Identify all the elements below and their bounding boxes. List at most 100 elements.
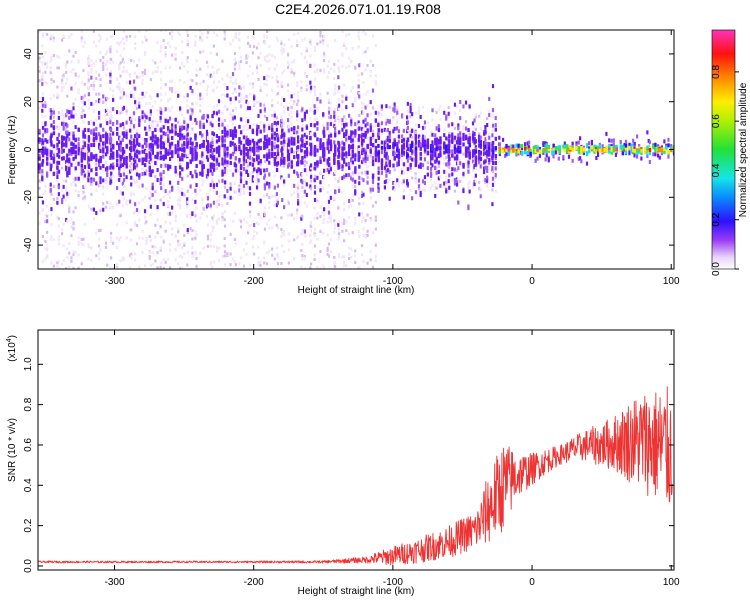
heatmap-cell [411, 115, 414, 119]
heatmap-cell [234, 242, 237, 246]
heatmap-cell [286, 51, 290, 55]
heatmap-cell [491, 158, 494, 163]
heatmap-cell [102, 127, 105, 132]
heatmap-cell [102, 154, 105, 159]
heatmap-cell [435, 126, 438, 131]
heatmap-cell [431, 140, 434, 145]
heatmap-cell [491, 188, 494, 192]
heatmap-cell [563, 148, 567, 153]
heatmap-cell [587, 149, 591, 154]
heatmap-cell [70, 182, 73, 186]
heatmap-cell [423, 180, 427, 185]
heatmap-cell [322, 231, 325, 235]
heatmap-cell [149, 154, 153, 159]
heatmap-cell [280, 261, 283, 265]
heatmap-cell [174, 214, 177, 218]
heatmap-cell [247, 158, 250, 162]
heatmap-cell [265, 251, 269, 255]
heatmap-cell [293, 100, 296, 104]
heatmap-cell [138, 142, 141, 147]
heatmap-cell [104, 97, 108, 102]
heatmap-cell [259, 109, 262, 114]
heatmap-cell [156, 93, 159, 98]
heatmap-cell [326, 248, 329, 252]
heatmap-cell [529, 151, 532, 156]
heatmap-cell [286, 65, 290, 69]
heatmap-cell [74, 50, 77, 54]
heatmap-cell [145, 138, 148, 143]
heatmap-cell [106, 143, 109, 147]
heatmap-cell [121, 258, 124, 262]
heatmap-cell [242, 248, 246, 252]
heatmap-cell [393, 151, 396, 156]
heatmap-cell [156, 150, 159, 154]
heatmap-cell [402, 128, 405, 133]
heatmap-cell [186, 33, 189, 37]
heatmap-cell [167, 134, 170, 139]
heatmap-cell [160, 110, 163, 115]
heatmap-cell [201, 151, 204, 156]
heatmap-cell [212, 146, 216, 150]
heatmap-cell [301, 107, 304, 112]
heatmap-cell [491, 202, 494, 207]
heatmap-cell [343, 202, 346, 206]
heatmap-cell [401, 113, 404, 118]
heatmap-cell [369, 74, 372, 78]
heatmap-cell [239, 179, 243, 184]
heatmap-cell [358, 63, 361, 68]
heatmap-cell [44, 80, 47, 84]
heatmap-cell [358, 265, 361, 269]
heatmap-cell [99, 180, 102, 185]
heatmap-cell [333, 158, 336, 163]
heatmap-cell [354, 184, 357, 188]
heatmap-cell [50, 261, 53, 265]
heatmap-cell [351, 103, 354, 108]
heatmap-cell [468, 136, 471, 141]
heatmap-cell [121, 181, 124, 186]
heatmap-cell [138, 150, 141, 155]
heatmap-cell [358, 126, 361, 131]
heatmap-cell [179, 254, 182, 258]
heatmap-cell [135, 166, 139, 170]
heatmap-cell [329, 237, 332, 241]
heatmap-cell [303, 139, 307, 143]
heatmap-cell [437, 169, 440, 174]
heatmap-cell [80, 237, 83, 241]
heatmap-cell [263, 107, 267, 112]
heatmap-cell [201, 97, 204, 101]
heatmap-cell [209, 73, 212, 78]
heatmap-cell [92, 143, 96, 148]
heatmap-cell [575, 146, 578, 151]
heatmap-cell [369, 136, 373, 141]
heatmap-cell [41, 108, 44, 113]
heatmap-cell [323, 126, 326, 131]
heatmap-cell [234, 190, 237, 194]
heatmap-cell [238, 60, 241, 64]
heatmap-cell [364, 93, 367, 97]
heatmap-cell [74, 176, 77, 181]
heatmap-cell [245, 252, 248, 256]
heatmap-cell [439, 150, 442, 155]
heatmap-cell [358, 171, 361, 175]
heatmap-cell [435, 110, 438, 114]
heatmap-cell [406, 109, 409, 113]
heatmap-cell [563, 144, 567, 149]
heatmap-cell [453, 102, 457, 107]
heatmap-cell [334, 223, 337, 227]
heatmap-cell [174, 147, 177, 152]
heatmap-cell [362, 259, 365, 263]
heatmap-cell [199, 216, 202, 220]
heatmap-cell [414, 146, 418, 151]
heatmap-cell [605, 148, 608, 153]
heatmap-cell [46, 230, 49, 234]
heatmap-cell [92, 121, 95, 126]
heatmap-cell [478, 158, 481, 163]
heatmap-cell [98, 33, 101, 37]
heatmap-cell [62, 121, 65, 126]
heatmap-cell [303, 163, 307, 167]
heatmap-cell [199, 97, 202, 101]
heatmap-cell [61, 166, 64, 170]
heatmap-cell [491, 128, 495, 132]
heatmap-cell [132, 147, 136, 152]
heatmap-cell [167, 149, 170, 154]
